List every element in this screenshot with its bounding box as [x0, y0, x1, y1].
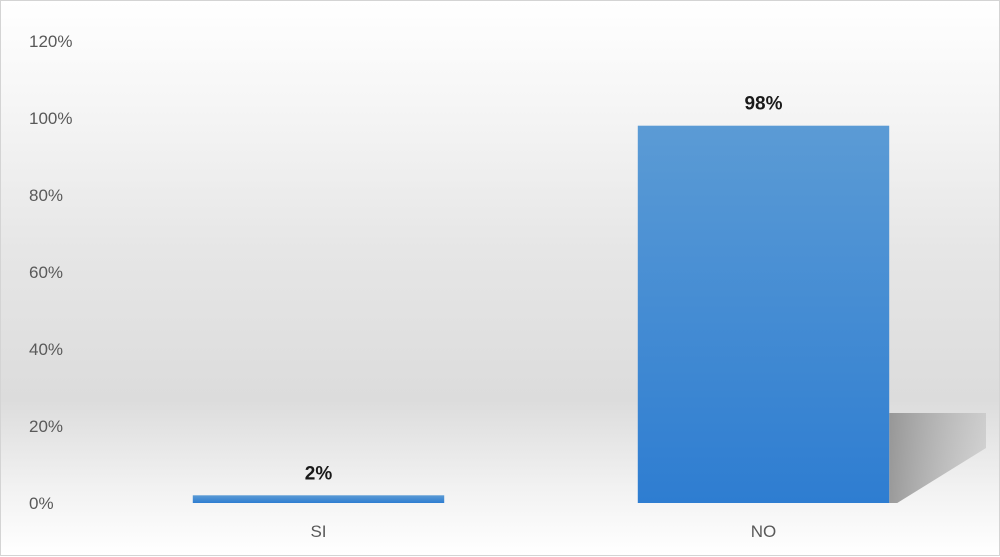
x-category-label: SI	[310, 522, 326, 541]
y-tick-label: 40%	[29, 340, 63, 359]
x-category-label: NO	[751, 522, 777, 541]
y-tick-label: 80%	[29, 186, 63, 205]
bar-si	[192, 495, 445, 503]
bar-shadow	[889, 413, 986, 503]
x-axis: SI NO	[310, 522, 776, 541]
data-labels: 2% 98%	[305, 94, 783, 485]
y-axis: 0% 20% 40% 60% 80% 100% 120%	[29, 32, 72, 513]
y-tick-label: 120%	[29, 32, 72, 51]
y-tick-label: 0%	[29, 494, 54, 513]
y-tick-label: 100%	[29, 109, 72, 128]
data-label-si: 2%	[305, 463, 333, 484]
bar-shadows	[889, 413, 986, 503]
bar-no	[637, 125, 890, 503]
bars	[192, 125, 890, 503]
data-label-no: 98%	[744, 94, 782, 115]
y-tick-label: 20%	[29, 417, 63, 436]
y-tick-label: 60%	[29, 263, 63, 282]
